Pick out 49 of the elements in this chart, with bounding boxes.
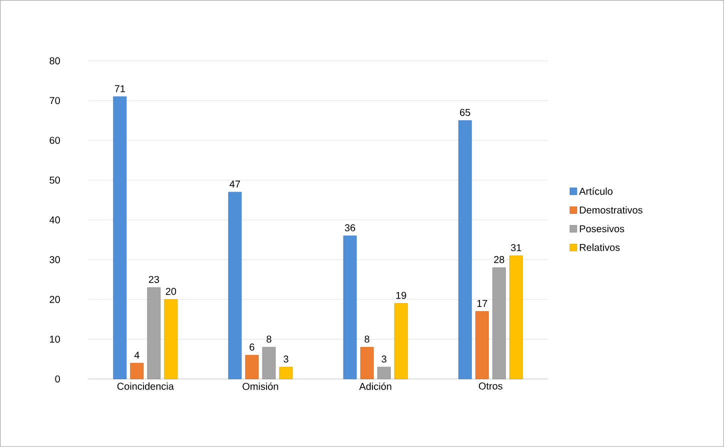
bar — [509, 256, 523, 380]
y-tick-label: 10 — [50, 336, 60, 343]
bar — [113, 96, 127, 380]
x-tick-label: Omisión — [242, 382, 278, 390]
data-label: 28 — [494, 256, 504, 264]
bar — [492, 268, 506, 380]
x-tick-label: Otros — [478, 382, 502, 390]
data-label: 19 — [396, 292, 406, 299]
x-tick-label: Coincidencia — [117, 382, 174, 390]
bar — [475, 311, 489, 380]
bar — [360, 347, 374, 380]
data-label: 36 — [344, 224, 356, 232]
bar — [394, 303, 408, 380]
data-label: 23 — [148, 276, 160, 284]
legend-label: Demostrativos — [580, 206, 642, 214]
data-label: 65 — [460, 108, 470, 116]
bar — [279, 366, 293, 380]
bar — [147, 287, 161, 380]
bar — [130, 362, 144, 380]
legend-label: Artículo — [579, 187, 612, 195]
bar — [262, 347, 276, 380]
data-label: 20 — [166, 288, 176, 295]
y-tick-label: 30 — [50, 256, 60, 264]
y-tick-label: 80 — [50, 57, 60, 64]
y-tick-label: 50 — [50, 176, 60, 184]
y-tick-label: 40 — [49, 216, 60, 224]
bar — [343, 236, 357, 380]
data-label: 31 — [510, 244, 522, 252]
data-label: 71 — [114, 85, 125, 92]
data-label: 3 — [284, 356, 288, 363]
data-label: 4 — [134, 352, 140, 359]
x-tick-label: Adición — [359, 382, 392, 390]
legend-label: Relativos — [580, 244, 620, 252]
y-tick-label: 0 — [55, 376, 60, 383]
bar — [377, 366, 391, 380]
data-label: 8 — [266, 336, 272, 343]
data-label: 3 — [382, 356, 386, 363]
data-label: 17 — [477, 300, 488, 307]
bar — [228, 192, 242, 380]
y-tick-label: 70 — [50, 97, 60, 104]
data-label: 6 — [250, 344, 254, 351]
data-label: 8 — [364, 336, 370, 343]
bar — [164, 299, 178, 380]
y-tick-label: 20 — [50, 296, 60, 304]
legend-label: Posesivos — [580, 225, 624, 232]
bar — [245, 355, 259, 380]
y-tick-label: 60 — [50, 136, 60, 144]
data-label: 47 — [230, 180, 240, 188]
bar — [458, 120, 472, 380]
